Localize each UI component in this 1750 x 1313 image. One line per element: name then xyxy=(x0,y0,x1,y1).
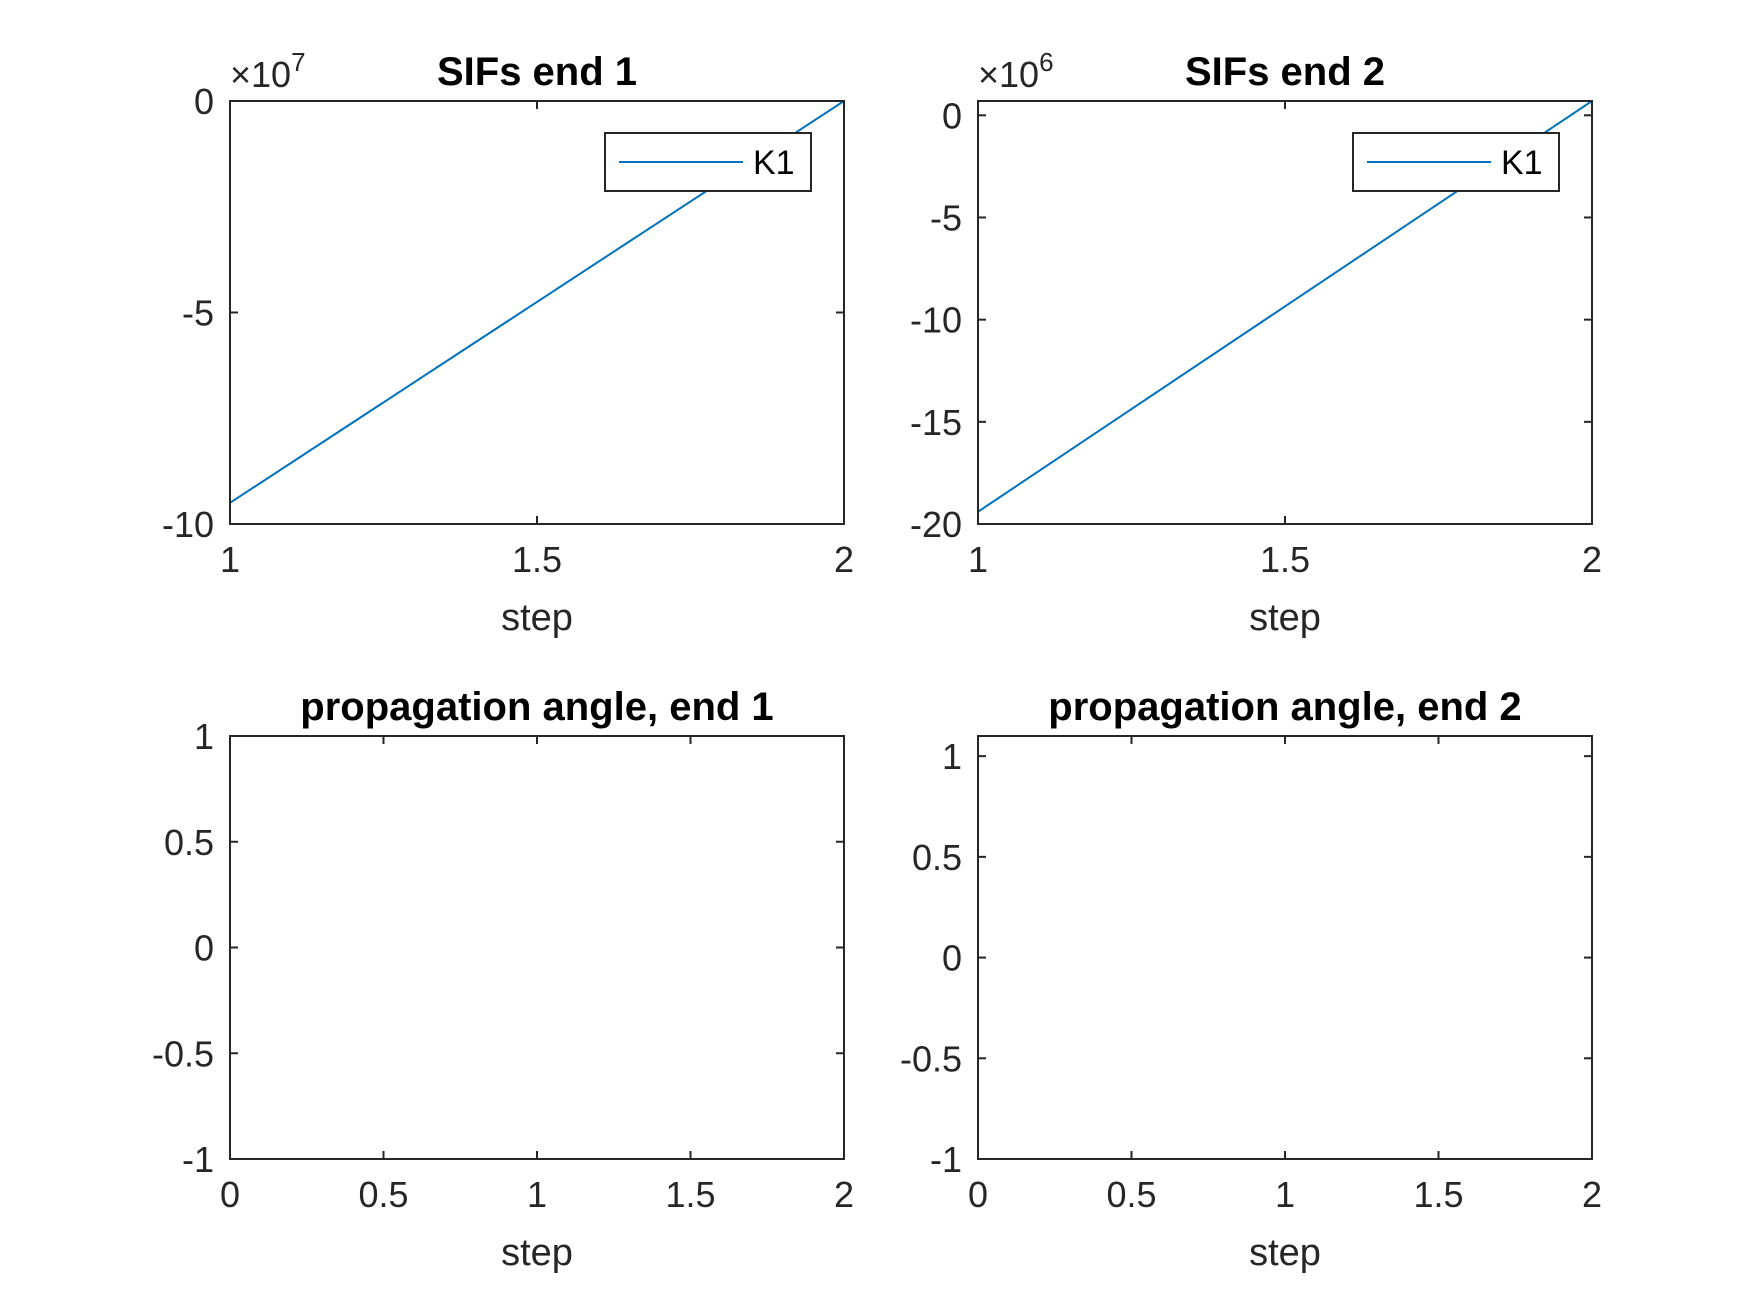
subplot-1: 1 1.5 2 -10 -5 0 step SIFs end 1 ×107 K1 xyxy=(162,47,854,639)
chart-title: propagation angle, end 1 xyxy=(300,685,773,729)
y-exponent-label: ×106 xyxy=(978,47,1054,95)
y-tick-label: 0 xyxy=(942,938,962,979)
y-tick-label: -1 xyxy=(182,1139,214,1180)
y-tick-label: 1 xyxy=(194,716,214,757)
y-tick-label: -1 xyxy=(930,1139,962,1180)
subplot-3: 0 0.5 1 1.5 2 -1 -0.5 0 0.5 1 step propagation angl… xyxy=(152,685,854,1274)
y-tick-label: -5 xyxy=(930,197,962,238)
x-axis-label: step xyxy=(501,1232,573,1274)
y-tick-label: 0.5 xyxy=(164,822,214,863)
y-tick-label: 1 xyxy=(942,736,962,777)
plot-area xyxy=(978,736,1592,1159)
x-tick-label: 0.5 xyxy=(358,1174,408,1215)
x-tick-label: 2 xyxy=(834,539,854,580)
x-axis-label: step xyxy=(501,597,573,639)
x-tick-label: 1 xyxy=(1275,1174,1295,1215)
y-tick-label: 0 xyxy=(942,95,962,136)
y-tick-label: -0.5 xyxy=(152,1033,214,1074)
x-tick-label: 1.5 xyxy=(1260,539,1310,580)
x-axis-label: step xyxy=(1249,1232,1321,1274)
legend-entry-label: K1 xyxy=(753,144,795,182)
y-tick-label: -5 xyxy=(182,293,214,334)
subplot-2: 1 1.5 2 -20 -15 -10 -5 0 step SIFs end 2 ×106 K1 xyxy=(910,47,1602,639)
x-tick-label: 0 xyxy=(968,1174,988,1215)
x-tick-label: 1.5 xyxy=(1413,1174,1463,1215)
chart-title: SIFs end 2 xyxy=(1185,50,1385,94)
y-tick-label: 0 xyxy=(194,928,214,969)
x-tick-label: 2 xyxy=(1582,539,1602,580)
y-tick-label: -15 xyxy=(910,402,962,443)
y-tick-label: -20 xyxy=(910,504,962,545)
chart-title: SIFs end 1 xyxy=(437,50,637,94)
x-tick-label: 1.5 xyxy=(665,1174,715,1215)
y-tick-label: -10 xyxy=(162,504,214,545)
plot-area xyxy=(230,736,844,1159)
x-tick-label: 1.5 xyxy=(512,539,562,580)
legend: K1 xyxy=(1352,132,1560,192)
x-tick-label: 1 xyxy=(968,539,988,580)
subplot-4: 0 0.5 1 1.5 2 -1 -0.5 0 0.5 1 step propagation angl… xyxy=(900,685,1602,1274)
y-tick-label: -0.5 xyxy=(900,1038,962,1079)
x-tick-label: 2 xyxy=(834,1174,854,1215)
x-axis-label: step xyxy=(1249,597,1321,639)
x-tick-label: 0.5 xyxy=(1106,1174,1156,1215)
x-tick-label: 1 xyxy=(220,539,240,580)
legend: K1 xyxy=(604,132,812,192)
x-tick-label: 0 xyxy=(220,1174,240,1215)
legend-entry-label: K1 xyxy=(1501,144,1543,182)
y-exponent-label: ×107 xyxy=(230,47,306,95)
y-tick-label: 0 xyxy=(194,81,214,122)
x-tick-label: 1 xyxy=(527,1174,547,1215)
y-tick-label: -10 xyxy=(910,300,962,341)
y-tick-label: 0.5 xyxy=(912,837,962,878)
x-tick-label: 2 xyxy=(1582,1174,1602,1215)
chart-title: propagation angle, end 2 xyxy=(1048,685,1521,729)
